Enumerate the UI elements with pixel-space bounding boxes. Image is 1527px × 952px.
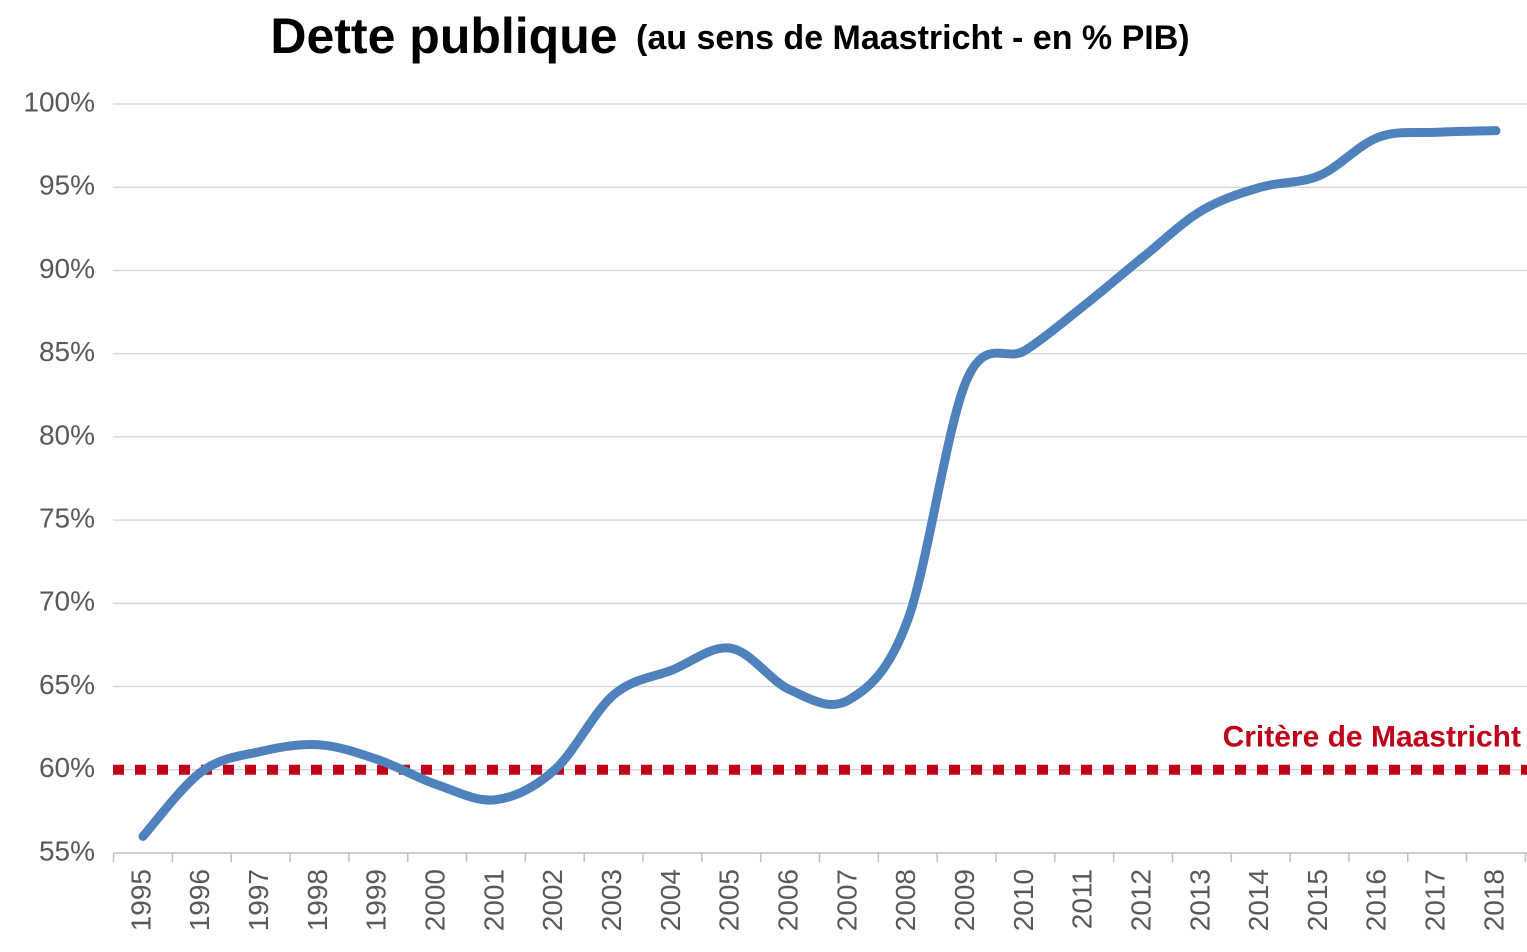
y-tick-label: 100%: [23, 86, 95, 117]
x-tick-label: 2003: [596, 869, 627, 931]
y-tick-label: 70%: [39, 586, 95, 617]
x-tick-label: 2006: [772, 869, 803, 931]
x-tick-label: 2014: [1243, 869, 1274, 931]
x-tick-label: 2016: [1361, 869, 1392, 931]
x-tick-label: 2000: [420, 869, 451, 931]
x-tick-label: 2007: [831, 869, 862, 931]
x-tick-label: 2008: [890, 869, 921, 931]
y-tick-label: 60%: [39, 752, 95, 783]
x-tick-label: 2013: [1184, 869, 1215, 931]
x-tick-label: 1996: [184, 869, 215, 931]
y-tick-label: 55%: [39, 835, 95, 866]
y-tick-label: 95%: [39, 170, 95, 201]
x-tick-label: 2012: [1125, 869, 1156, 931]
x-tick-label: 2004: [655, 869, 686, 931]
x-tick-label: 1997: [243, 869, 274, 931]
x-tick-label: 2010: [1008, 869, 1039, 931]
y-tick-label: 80%: [39, 419, 95, 450]
x-tick-label: 2018: [1478, 869, 1509, 931]
x-tick-label: 2001: [478, 869, 509, 931]
x-tick-label: 2017: [1420, 869, 1451, 931]
y-tick-label: 65%: [39, 669, 95, 700]
x-tick-label: 2005: [714, 869, 745, 931]
y-tick-label: 75%: [39, 503, 95, 534]
x-tick-label: 1995: [125, 869, 156, 931]
x-tick-label: 2011: [1067, 869, 1098, 929]
x-tick-label: 1998: [302, 869, 333, 931]
chart-title: Dette publique (au sens de Maastricht - …: [270, 8, 1189, 64]
title: Dette publique: [270, 8, 617, 64]
x-tick-label: 2009: [949, 869, 980, 931]
x-tick-label: 1999: [361, 869, 392, 931]
x-tick-label: 2015: [1302, 869, 1333, 931]
y-tick-label: 85%: [39, 336, 95, 367]
subtitle: (au sens de Maastricht - en % PIB): [636, 19, 1190, 57]
reference-label: Critère de Maastricht: [1223, 721, 1521, 754]
series-line: [138, 126, 1501, 841]
x-tick-label: 2002: [537, 869, 568, 931]
y-tick-label: 90%: [39, 253, 95, 284]
